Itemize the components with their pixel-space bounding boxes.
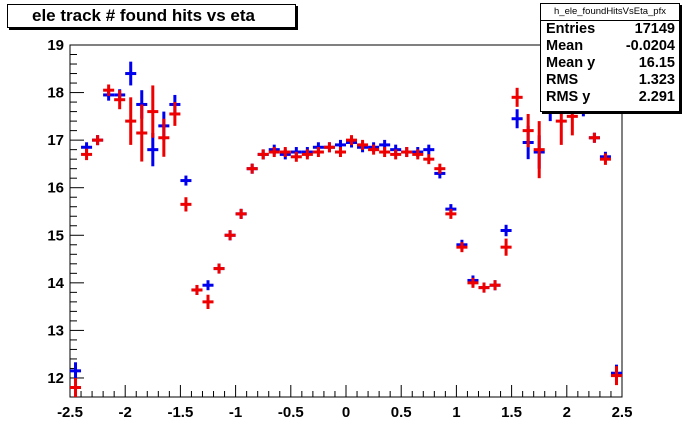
data-point <box>224 230 236 241</box>
data-point <box>467 277 479 288</box>
data-point <box>390 149 402 160</box>
stats-label: Mean <box>546 38 584 54</box>
x-tick-label: 2.5 <box>612 404 633 421</box>
chart-title: ele track # found hits vs eta <box>7 4 296 28</box>
data-point <box>268 147 280 158</box>
data-point <box>401 147 413 158</box>
y-tick-label: 17 <box>47 132 64 149</box>
data-point <box>456 242 468 253</box>
stats-label: Entries <box>546 21 596 37</box>
stats-row-rms-y: RMS y 2.291 <box>541 89 679 106</box>
stats-label: Mean y <box>546 55 596 71</box>
data-point <box>81 148 93 161</box>
x-tick-label: 0 <box>342 404 350 421</box>
y-tick-label: 19 <box>47 37 64 54</box>
stats-value: 16.15 <box>638 55 675 71</box>
data-point <box>257 149 269 160</box>
data-point <box>533 121 545 179</box>
x-tick-label: -2.5 <box>57 404 83 421</box>
x-tick-label: 1 <box>452 404 460 421</box>
data-point <box>125 97 137 145</box>
y-tick-label: 15 <box>47 227 64 244</box>
data-point <box>599 153 611 165</box>
stats-row-rms: RMS 1.323 <box>541 72 679 89</box>
data-point <box>412 149 424 160</box>
data-point <box>323 142 335 153</box>
data-point <box>489 280 501 291</box>
data-point <box>180 175 192 186</box>
stats-label: RMS y <box>546 89 591 105</box>
data-point <box>114 90 126 110</box>
data-point <box>423 154 435 165</box>
stats-value: 1.323 <box>638 72 675 88</box>
y-tick-label: 16 <box>47 180 64 197</box>
data-point <box>610 366 622 386</box>
data-point <box>169 102 181 126</box>
data-point <box>588 132 600 143</box>
series-layer <box>70 56 622 397</box>
data-point <box>235 208 247 219</box>
data-point <box>246 163 258 174</box>
data-point <box>279 147 291 158</box>
data-point <box>103 84 115 96</box>
data-point <box>478 282 490 293</box>
x-tick-label: 2 <box>563 404 571 421</box>
x-tick-label: -1 <box>229 404 242 421</box>
y-tick-label: 14 <box>47 275 64 292</box>
data-point <box>357 139 369 150</box>
data-point <box>511 87 523 107</box>
x-tick-label: 0.5 <box>391 404 412 421</box>
stats-value: 17149 <box>634 21 675 37</box>
data-point <box>92 135 104 146</box>
stats-row-mean-y: Mean y 16.15 <box>541 55 679 72</box>
stats-label: RMS <box>546 72 579 88</box>
x-tick-label: -2 <box>119 404 132 421</box>
x-tick-label: -0.5 <box>278 404 304 421</box>
data-point <box>191 284 203 295</box>
data-point <box>180 197 192 212</box>
data-point <box>136 104 148 162</box>
y-axis: 12 13 14 15 16 17 18 19 <box>47 37 84 398</box>
data-point <box>202 280 214 291</box>
data-point <box>368 144 380 155</box>
data-point <box>379 147 391 158</box>
y-tick-label: 18 <box>47 85 64 102</box>
y-tick-label: 12 <box>47 370 64 387</box>
data-point <box>500 238 512 256</box>
stats-value: -0.0204 <box>625 38 675 54</box>
stats-box: h_ele_foundHitsVsEta_pfx Entries 17149 M… <box>540 3 680 112</box>
data-point <box>213 263 225 274</box>
y-tick-label: 13 <box>47 322 64 339</box>
data-point <box>522 113 534 148</box>
x-tick-label: -1.5 <box>167 404 193 421</box>
stats-value: 2.291 <box>638 89 675 105</box>
data-point <box>312 147 324 158</box>
data-point <box>147 133 159 167</box>
stats-row-entries: Entries 17149 <box>541 21 679 38</box>
data-point <box>70 377 82 397</box>
data-point <box>511 109 523 129</box>
stats-row-mean: Mean -0.0204 <box>541 38 679 55</box>
data-point <box>147 85 159 138</box>
data-point <box>434 163 446 174</box>
data-point <box>125 61 137 86</box>
data-point <box>158 118 170 157</box>
stats-histogram-name: h_ele_foundHitsVsEta_pfx <box>541 4 679 21</box>
data-point <box>202 294 214 309</box>
data-point <box>500 224 512 237</box>
data-point <box>346 135 358 146</box>
data-point <box>445 208 457 219</box>
data-point <box>70 362 82 380</box>
x-axis: -2.5 -2 -1.5 -1 -0.5 0 0.5 1 1.5 2 2.5 <box>57 385 632 421</box>
data-point <box>423 144 435 155</box>
data-point <box>290 151 302 162</box>
data-point <box>301 149 313 160</box>
x-tick-label: 1.5 <box>501 404 522 421</box>
data-point <box>334 147 346 158</box>
